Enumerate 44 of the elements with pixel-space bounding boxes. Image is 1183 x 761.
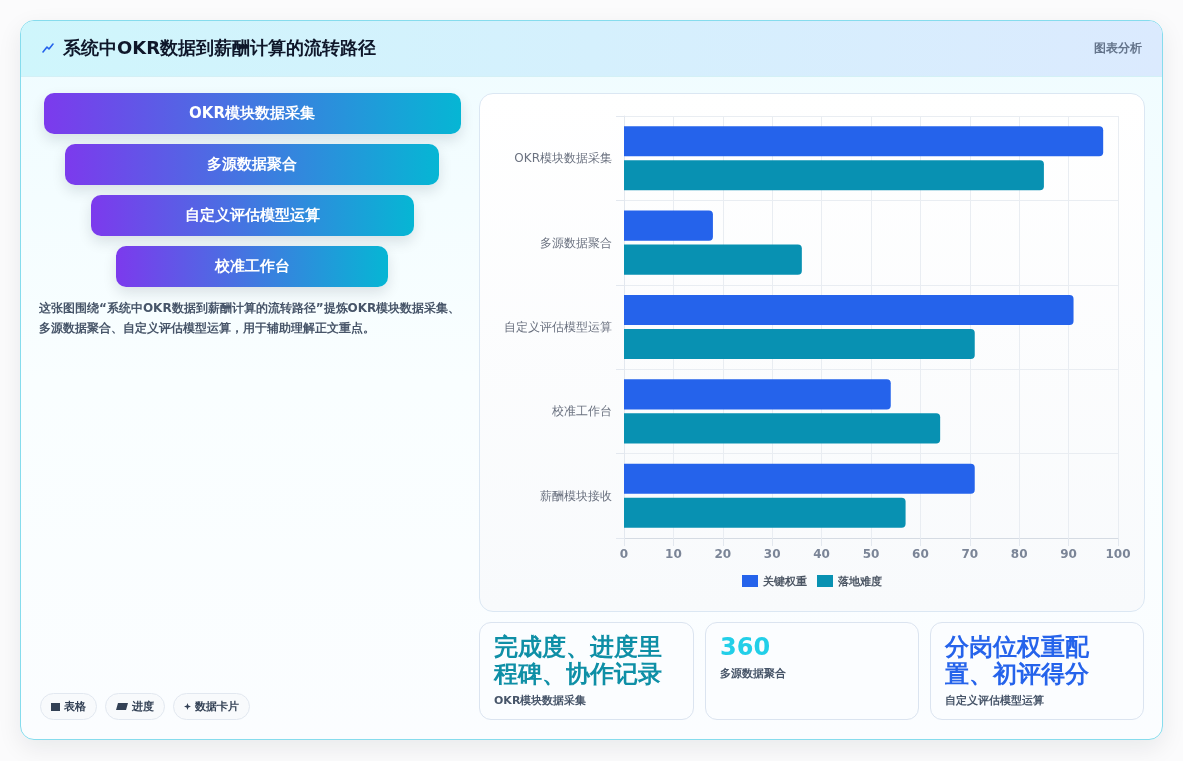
- x-tick-label: 30: [763, 547, 781, 561]
- y-tick-label: 自定义评估模型运算: [504, 320, 612, 334]
- text: 这张图围绕“系统中OKR数据到薪酬计算的流转路径”提炼OKR模块数据采集、多源数据聚合、自定义评估模型运算，用于辅助理解正文重点。: [39, 300, 462, 337]
- x-tick-label: 20: [714, 547, 732, 561]
- x-tick-label: 80: [1010, 547, 1028, 561]
- text: 多源数据聚合: [65, 144, 439, 185]
- x-tick-label: 50: [862, 547, 880, 561]
- x-tick-label: 100: [1105, 547, 1131, 561]
- legend-label: 关键权重: [762, 574, 807, 588]
- text: 分岗位权重配置、初评得分: [945, 633, 1090, 688]
- text: 360: [720, 633, 772, 661]
- text: 校准工作台: [116, 246, 388, 287]
- text: OKR模块数据采集: [494, 694, 588, 708]
- text: 系统中OKR数据到薪酬计算的流转路径: [63, 36, 377, 60]
- text: 数据卡片: [195, 699, 239, 714]
- bar: [624, 328, 975, 360]
- text: 进度: [132, 699, 154, 714]
- bar: [624, 463, 975, 494]
- bar: [624, 413, 941, 444]
- y-tick-label: 多源数据聚合: [540, 235, 612, 250]
- bar: [624, 160, 1044, 191]
- text: 自定义评估模型运算: [90, 195, 414, 236]
- text: 自定义评估模型运算: [945, 694, 1045, 708]
- text: OKR模块数据采集: [43, 93, 461, 134]
- text: 图表分析: [1094, 40, 1142, 56]
- x-tick-label: 60: [912, 547, 929, 561]
- x-tick-label: 70: [961, 547, 979, 561]
- bar: [624, 244, 802, 275]
- x-tick-label: 40: [813, 547, 830, 561]
- bar: [624, 497, 906, 528]
- bar: [624, 126, 1104, 157]
- y-tick-label: 薪酬模块接收: [540, 488, 612, 503]
- text: 多源数据聚合: [720, 667, 787, 681]
- y-tick-label: OKR模块数据采集: [514, 151, 612, 166]
- x-tick-label: 90: [1060, 547, 1077, 561]
- legend-label: 落地难度: [837, 574, 882, 588]
- x-tick-label: 0: [619, 547, 629, 561]
- bar: [624, 379, 891, 410]
- text: 表格: [64, 699, 86, 714]
- text: 完成度、进度里程碑、协作记录: [494, 633, 663, 688]
- x-tick-label: 10: [665, 547, 682, 561]
- y-tick-label: 校准工作台: [551, 404, 612, 419]
- bar: [624, 294, 1074, 326]
- bar: [624, 210, 713, 241]
